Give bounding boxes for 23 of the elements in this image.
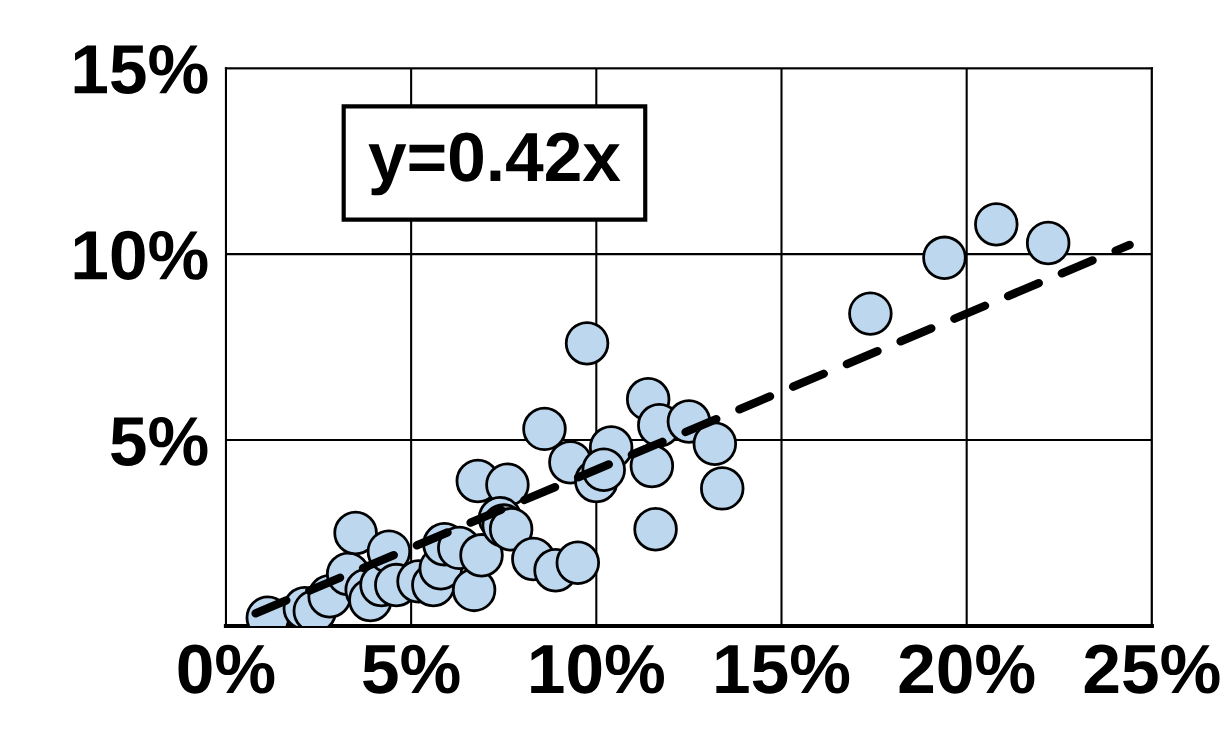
point xyxy=(848,291,893,336)
x-tick-label: 25% xyxy=(1084,644,1220,694)
point xyxy=(974,202,1019,247)
y-tick-label: 15% xyxy=(74,45,208,95)
x-tick-label: 10% xyxy=(531,644,664,694)
point xyxy=(922,235,967,281)
point xyxy=(564,321,610,366)
x-tick-label: 0% xyxy=(178,644,275,694)
point xyxy=(451,567,497,613)
y-tick-label: 10% xyxy=(74,230,208,280)
point xyxy=(1025,220,1071,266)
point xyxy=(522,406,567,452)
x-tick-label: 5% xyxy=(363,644,460,694)
y-tick-label: 5% xyxy=(111,416,208,466)
point xyxy=(700,466,745,511)
point xyxy=(459,533,504,578)
x-tick-label: 15% xyxy=(716,644,850,694)
x-tick-label: 20% xyxy=(899,644,1035,694)
point xyxy=(333,510,378,556)
point xyxy=(555,540,601,585)
annotation: y=0.42x xyxy=(368,132,621,196)
point xyxy=(633,507,678,552)
point xyxy=(692,421,738,466)
